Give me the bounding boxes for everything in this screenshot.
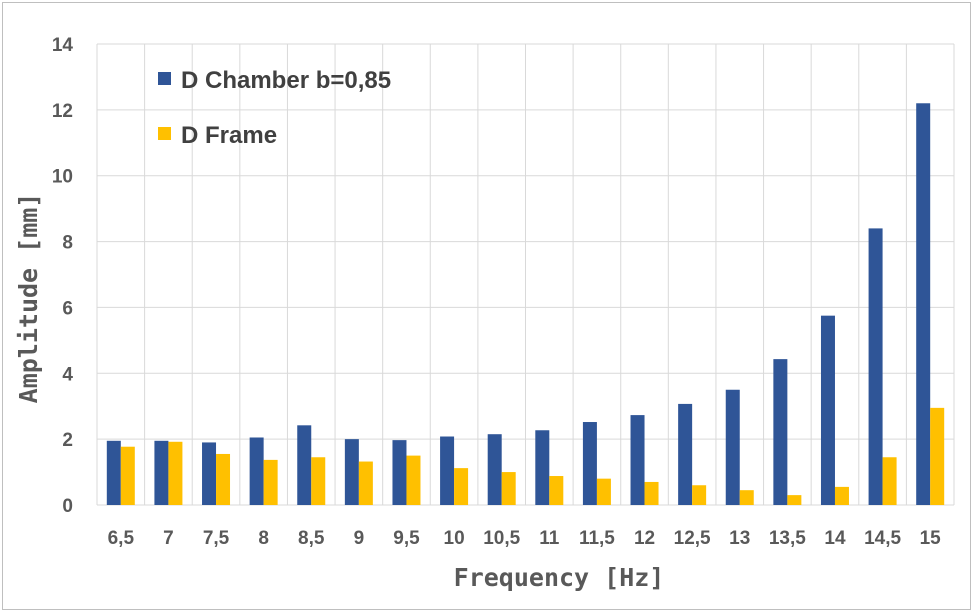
y-tick-label: 2 (62, 430, 73, 451)
bar-d-chamber (392, 440, 407, 505)
y-tick-label: 4 (62, 364, 73, 385)
legend-label-d-frame: D Frame (181, 122, 277, 149)
x-tick-label: 15 (920, 528, 942, 549)
bar-d-frame (692, 485, 707, 505)
x-tick-label: 11,5 (579, 528, 615, 549)
legend: D Chamber b=0,85 D Frame (158, 67, 391, 149)
bar-d-frame (787, 495, 802, 505)
x-axis-title: Frequency [Hz] (454, 563, 665, 592)
bar-d-frame (549, 476, 564, 505)
y-tick-label: 6 (62, 298, 73, 319)
x-tick-label: 14 (824, 528, 846, 549)
bar-d-chamber (725, 389, 740, 505)
bar-d-frame (120, 446, 135, 505)
bar-d-chamber (344, 439, 359, 505)
bar-d-frame (168, 441, 183, 505)
x-tick-label: 13,5 (769, 528, 806, 549)
x-tick-label: 9,5 (393, 528, 420, 549)
bar-d-chamber (535, 430, 550, 505)
bar-d-chamber (487, 434, 502, 505)
legend-swatch-d-frame (158, 127, 171, 140)
bar-d-chamber (582, 422, 597, 505)
bar-d-frame (882, 457, 897, 505)
y-axis-title: Amplitude [mm] (14, 193, 43, 404)
bar-d-frame (406, 455, 421, 505)
y-tick-labels: 0 2 4 6 8 10 12 14 (52, 35, 74, 517)
bar-d-chamber (297, 425, 312, 505)
legend-swatch-d-chamber (158, 72, 171, 85)
bar-d-chamber (202, 442, 217, 505)
bar-d-chamber (868, 228, 883, 505)
x-tick-label: 12,5 (674, 528, 711, 549)
bar-d-frame (930, 407, 945, 505)
y-tick-label: 14 (52, 35, 74, 56)
x-tick-label: 9 (354, 528, 365, 549)
x-tick-label: 10 (444, 528, 465, 549)
bar-d-frame (739, 490, 754, 505)
x-tick-label: 7 (163, 528, 174, 549)
bar-d-frame (501, 472, 516, 505)
bar-d-frame (311, 457, 326, 505)
bar-d-frame (644, 481, 659, 505)
x-tick-label: 7,5 (203, 528, 230, 549)
x-tick-label: 8,5 (298, 528, 325, 549)
x-tick-label: 11 (539, 528, 560, 549)
x-tick-label: 12 (634, 528, 655, 549)
bar-d-chamber (249, 437, 264, 505)
y-tick-label: 8 (62, 233, 73, 254)
bars (106, 103, 945, 506)
x-tick-label: 8 (258, 528, 269, 549)
x-tick-label: 14,5 (864, 528, 901, 549)
bar-d-frame (216, 453, 231, 505)
bar-d-frame (834, 486, 849, 505)
bar-d-chamber (106, 440, 121, 505)
gridlines (96, 43, 955, 506)
bar-d-chamber (773, 359, 788, 505)
bar-d-chamber (630, 415, 645, 505)
bar-d-frame (263, 459, 278, 505)
x-tick-label: 13 (729, 528, 750, 549)
bar-d-frame (596, 478, 611, 505)
y-tick-label: 0 (62, 496, 73, 517)
y-tick-label: 12 (52, 101, 73, 122)
x-tick-label: 6,5 (108, 528, 135, 549)
bar-d-frame (358, 461, 373, 505)
bar-d-chamber (678, 403, 693, 505)
bar-d-chamber (820, 315, 835, 505)
bar-d-chamber (154, 440, 169, 505)
bar-d-chamber (916, 103, 931, 506)
legend-label-d-chamber: D Chamber b=0,85 (181, 67, 391, 94)
x-tick-labels: 6,5 7 7,5 8 8,5 9 9,5 10 10,5 11 11,5 12 12,5 13 13,5 1… (108, 528, 942, 549)
bar-d-frame (454, 468, 469, 505)
x-tick-label: 10,5 (483, 528, 520, 549)
bar-d-chamber (440, 436, 455, 505)
y-tick-label: 10 (52, 167, 73, 188)
